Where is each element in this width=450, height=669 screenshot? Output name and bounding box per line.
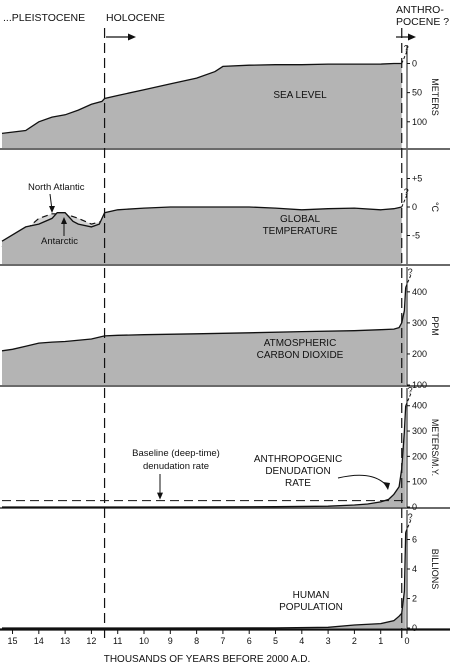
x-tick-label: 6 bbox=[247, 636, 252, 646]
panel-title-line2: POPULATION bbox=[279, 602, 343, 613]
pleistocene-label: ...PLEISTOCENE bbox=[3, 12, 85, 24]
area-series bbox=[2, 207, 402, 264]
panel-title-line1: ANTHROPOGENIC bbox=[254, 454, 342, 465]
y-tick-label: -5 bbox=[412, 231, 420, 241]
x-tick-label: 10 bbox=[139, 636, 149, 646]
x-tick-label: 14 bbox=[34, 636, 44, 646]
x-tick-label: 15 bbox=[8, 636, 18, 646]
holocene-label: HOLOCENE bbox=[106, 12, 165, 24]
y-tick-label: 0 bbox=[412, 502, 417, 512]
y-tick-label: 400 bbox=[412, 287, 427, 297]
question-mark: ? bbox=[408, 267, 413, 277]
series-line bbox=[1, 287, 407, 352]
x-axis: 15 14 13 12 11 10 9 8 7 6 5 4 3 2 1 0 bbox=[0, 629, 450, 646]
panel-title-line1: HUMAN bbox=[293, 590, 330, 601]
x-tick-label: 9 bbox=[168, 636, 173, 646]
title-arrowhead bbox=[383, 482, 390, 490]
panel-2: ? North Atlantic Antarctic GLOBALTEMPERATUR… bbox=[0, 150, 450, 266]
y-tick-label: 4 bbox=[412, 564, 417, 574]
x-tick-label: 8 bbox=[194, 636, 199, 646]
x-tick-label: 13 bbox=[60, 636, 70, 646]
y-tick-label: 200 bbox=[412, 349, 427, 359]
y-axis-unit-label: METERS/M.Y. bbox=[430, 419, 440, 476]
y-tick-label: 0 bbox=[412, 202, 417, 212]
x-tick-label: 4 bbox=[299, 636, 304, 646]
antarctic-arrowhead bbox=[61, 217, 67, 224]
baseline-arrowhead bbox=[157, 492, 163, 500]
x-tick-label: 0 bbox=[404, 636, 409, 646]
y-tick-label: 100 bbox=[412, 117, 427, 127]
panel-title-line2: CARBON DIOXIDE bbox=[257, 350, 344, 361]
area-series bbox=[2, 63, 402, 148]
y-axis-unit-label: METERS bbox=[430, 78, 440, 116]
series-line bbox=[2, 532, 407, 629]
y-tick-label: 100 bbox=[412, 477, 427, 487]
y-tick-label: 0 bbox=[412, 623, 417, 633]
y-tick-label: 0 bbox=[412, 58, 417, 68]
panel-title-line3: RATE bbox=[285, 478, 311, 489]
panel-title-line1: SEA LEVEL bbox=[273, 90, 327, 101]
anthropocene-arrow bbox=[396, 33, 416, 41]
x-axis-label: THOUSANDS OF YEARS BEFORE 2000 A.D. bbox=[104, 654, 311, 665]
x-tick-label: 12 bbox=[86, 636, 96, 646]
y-axis-unit-label: PPM bbox=[430, 316, 440, 336]
north-atlantic-arrowhead bbox=[49, 206, 55, 213]
y-tick-label: 300 bbox=[412, 426, 427, 436]
y-tick-label: 2 bbox=[412, 594, 417, 604]
panel-title-line2: TEMPERATURE bbox=[263, 226, 338, 237]
y-tick-label: 50 bbox=[412, 88, 422, 98]
area-series bbox=[2, 532, 406, 628]
question-mark: ? bbox=[404, 187, 409, 197]
x-tick-label: 2 bbox=[352, 636, 357, 646]
x-tick-label: 7 bbox=[220, 636, 225, 646]
question-mark: ? bbox=[408, 386, 413, 396]
panel-title-line1: GLOBAL bbox=[280, 214, 320, 225]
panel-4: ? Baseline (deep-time) denudation rate ANTH… bbox=[0, 386, 450, 512]
anthropocene-label-line2: POCENE ? bbox=[396, 16, 449, 28]
y-tick-label: 300 bbox=[412, 318, 427, 328]
anthropocene-label-line1: ANTHRO- bbox=[396, 4, 444, 16]
baseline-label-line1: Baseline (deep-time) bbox=[132, 448, 220, 459]
y-tick-label: 400 bbox=[412, 401, 427, 411]
holocene-arrow bbox=[106, 33, 136, 41]
title-arrow bbox=[337, 474, 387, 486]
y-tick-label: 6 bbox=[412, 535, 417, 545]
y-tick-label: +5 bbox=[412, 174, 422, 184]
series-line bbox=[1, 206, 402, 242]
y-axis-unit-label: BILLIONS bbox=[430, 549, 440, 590]
x-tick-label: 1 bbox=[378, 636, 383, 646]
series-line bbox=[1, 62, 402, 135]
panel-title-line1: ATMOSPHERIC bbox=[264, 338, 337, 349]
annotation-antarctic: Antarctic bbox=[41, 236, 78, 247]
x-tick-label: 3 bbox=[326, 636, 331, 646]
question-mark: ? bbox=[404, 43, 409, 53]
x-tick-label: 11 bbox=[113, 636, 122, 646]
x-tick-label: 5 bbox=[273, 636, 278, 646]
y-tick-label: 200 bbox=[412, 451, 427, 461]
area-series bbox=[2, 287, 406, 385]
y-tick-label: 100 bbox=[412, 380, 427, 390]
panel-title-line2: DENUDATION bbox=[265, 466, 330, 477]
question-mark: ? bbox=[408, 512, 413, 522]
baseline-label-line2: denudation rate bbox=[143, 461, 209, 472]
annotation-north-atlantic: North Atlantic bbox=[28, 182, 85, 193]
y-axis-unit-label: °C bbox=[430, 202, 440, 213]
